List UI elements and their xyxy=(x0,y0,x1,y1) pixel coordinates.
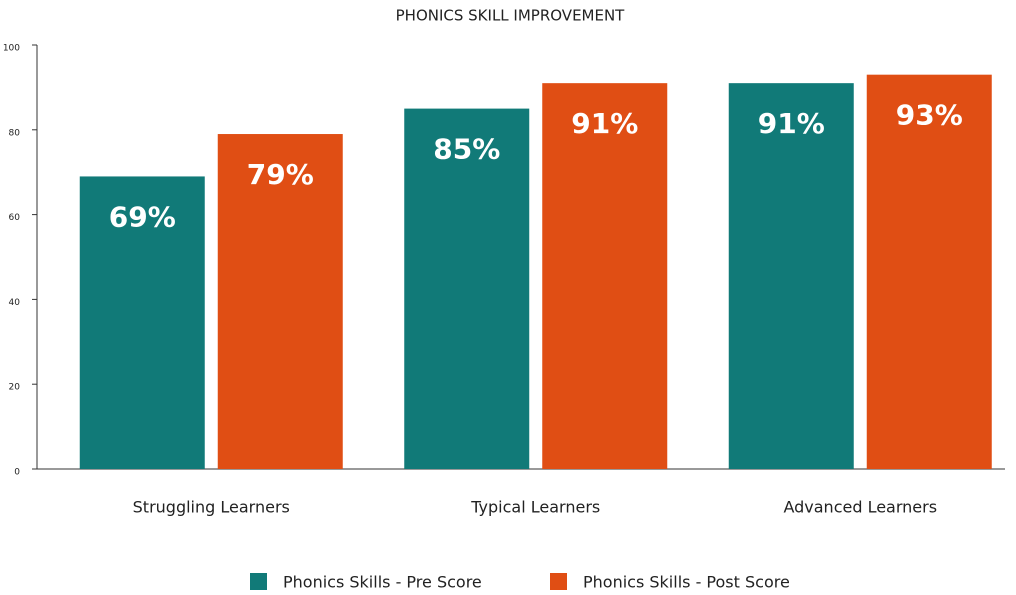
y-tick-label: 0 xyxy=(14,468,20,478)
legend-label: Phonics Skills - Pre Score xyxy=(283,573,482,592)
y-tick-label: 100 xyxy=(3,44,20,54)
value-label: 91% xyxy=(758,107,825,140)
chart-title: PHONICS SKILL IMPROVEMENT xyxy=(396,7,626,25)
y-tick-label: 60 xyxy=(9,213,21,223)
bar xyxy=(217,134,343,470)
x-tick-label: Typical Learners xyxy=(470,498,600,517)
bar xyxy=(728,83,854,469)
y-tick-label: 80 xyxy=(9,128,21,138)
bar xyxy=(866,74,992,470)
y-tick-label: 20 xyxy=(9,383,21,393)
legend-label: Phonics Skills - Post Score xyxy=(583,573,790,592)
bar xyxy=(404,108,530,469)
legend-swatch xyxy=(550,573,567,590)
bar xyxy=(542,83,668,469)
value-label: 91% xyxy=(571,107,638,140)
value-label: 69% xyxy=(109,200,176,233)
value-label: 85% xyxy=(433,133,500,166)
value-label: 93% xyxy=(896,99,963,132)
legend-swatch xyxy=(250,573,267,590)
value-label: 79% xyxy=(247,158,314,191)
x-tick-label: Struggling Learners xyxy=(133,498,290,517)
bar xyxy=(79,176,205,469)
x-tick-label: Advanced Learners xyxy=(783,498,937,517)
y-tick-label: 40 xyxy=(9,298,21,308)
